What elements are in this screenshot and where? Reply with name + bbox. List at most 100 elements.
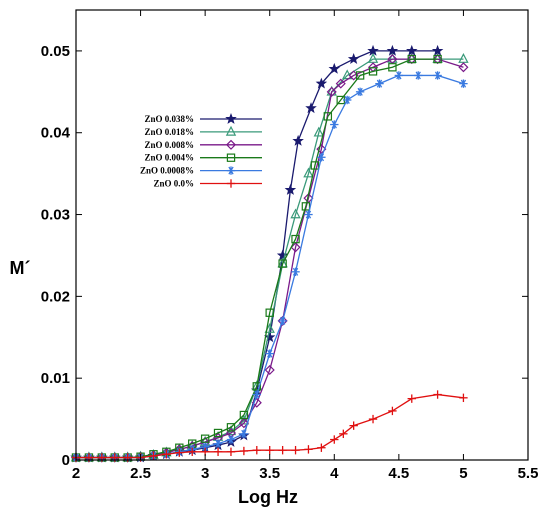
legend-label: ZnO 0.018% (144, 127, 194, 137)
legend-entry: ZnO 0.018% (144, 125, 262, 137)
y-axis-label: M´ (10, 258, 31, 278)
data-point (226, 166, 236, 175)
data-point (414, 71, 423, 80)
data-point (433, 71, 442, 80)
legend-entry: ZnO 0.004% (144, 153, 262, 163)
series-line (76, 393, 464, 459)
data-point (226, 423, 236, 432)
data-point (304, 210, 313, 219)
data-point (355, 87, 365, 97)
data-point (407, 54, 416, 64)
data-point (225, 139, 237, 150)
data-point (200, 442, 210, 452)
legend-label: ZnO 0.008% (144, 140, 194, 150)
data-point (278, 259, 287, 268)
data-point (252, 445, 261, 455)
x-tick-label: 5.5 (518, 465, 539, 482)
x-tick-label: 3.5 (259, 465, 280, 482)
data-point (301, 202, 311, 211)
x-tick-label: 2 (72, 465, 80, 482)
data-point (239, 429, 249, 439)
data-point (252, 382, 261, 391)
data-point (226, 153, 236, 162)
data-point (335, 78, 346, 89)
data-point (188, 447, 197, 457)
data-point (278, 445, 287, 455)
data-point (239, 410, 249, 420)
data-point (264, 364, 275, 376)
data-point (458, 62, 469, 73)
x-tick-label: 2.5 (130, 465, 151, 482)
data-point (342, 69, 353, 80)
data-point (433, 54, 442, 64)
legend-label: ZnO 0.0008% (140, 166, 194, 176)
data-point (347, 53, 360, 64)
data-point (305, 102, 317, 114)
data-point (213, 439, 223, 448)
y-tick-label: 0.03 (41, 207, 70, 224)
y-tick-label: 0.02 (41, 288, 70, 305)
series-5 (71, 390, 468, 462)
legend-label: ZnO 0.0% (153, 179, 194, 189)
x-tick-label: 3 (201, 465, 209, 482)
data-point (323, 112, 333, 121)
data-point (225, 112, 237, 124)
data-point (317, 443, 326, 452)
data-point (291, 234, 300, 244)
series-layer (70, 44, 469, 463)
data-point (349, 421, 358, 430)
y-tick-label: 0 (62, 452, 70, 469)
axes: 2 2.5 3 3.5 4 4.5 5 5.5 0 0.01 0.02 0.03 0.04 0.05 (41, 9, 539, 482)
plot-frame (75, 9, 529, 461)
data-point (368, 67, 378, 76)
data-point (292, 134, 304, 146)
data-point (226, 435, 236, 444)
data-point (317, 153, 326, 162)
x-tick-label: 4 (330, 465, 339, 482)
data-point (213, 447, 223, 457)
data-point (330, 120, 339, 129)
data-point (388, 406, 397, 416)
data-point (313, 126, 324, 137)
data-point (310, 161, 320, 170)
legend-entry: ZnO 0.008% (144, 139, 262, 150)
data-point (290, 208, 301, 219)
data-point (265, 349, 274, 358)
data-point (238, 418, 249, 429)
data-point (225, 125, 237, 136)
data-point (213, 428, 223, 438)
x-axis-label: Log Hz (238, 487, 298, 507)
data-point (406, 54, 417, 65)
data-point (433, 390, 442, 399)
data-point (459, 79, 468, 88)
data-point (304, 445, 313, 454)
x-tick-label: 4.5 (388, 465, 409, 482)
data-point (387, 53, 398, 63)
data-point (200, 434, 210, 443)
data-point (226, 447, 236, 457)
data-point (162, 450, 171, 459)
data-point (252, 390, 261, 399)
data-point (432, 54, 443, 65)
data-point (303, 167, 314, 178)
x-tick-label: 5 (459, 465, 467, 482)
data-point (291, 267, 300, 277)
legend: ZnO 0.038% ZnO 0.018% ZnO 0.008% ZnO 0.004%… (140, 112, 262, 189)
data-point (368, 414, 378, 424)
data-point (290, 242, 301, 253)
data-point (265, 445, 274, 455)
data-point (375, 79, 384, 88)
data-point (315, 77, 328, 89)
data-point (394, 71, 404, 80)
data-point (328, 62, 341, 74)
y-tick-label: 0.05 (41, 43, 70, 60)
data-point (339, 429, 348, 439)
data-point (265, 308, 274, 317)
data-point (284, 183, 297, 195)
data-point (226, 179, 236, 188)
legend-entry: ZnO 0.0% (153, 179, 262, 189)
data-point (326, 86, 337, 97)
data-point (388, 63, 397, 72)
